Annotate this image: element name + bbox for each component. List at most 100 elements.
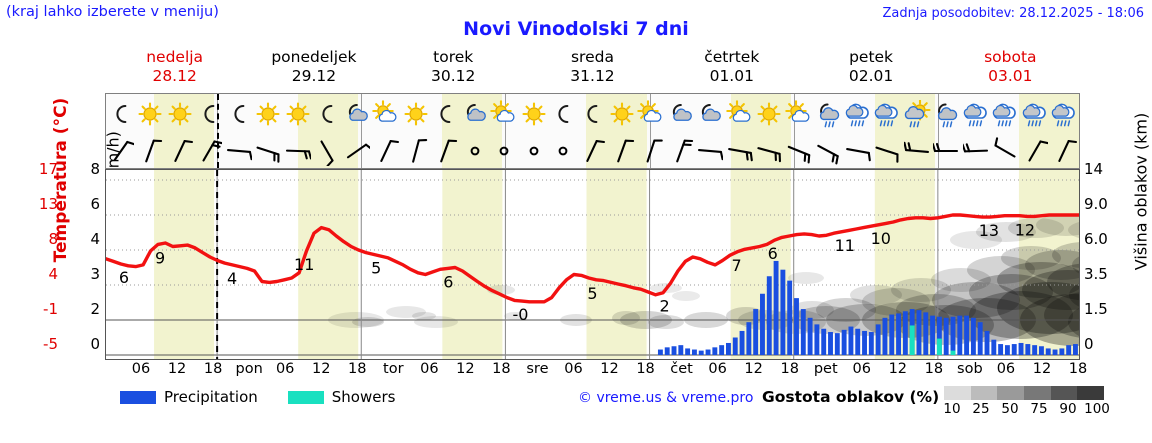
weather-icon-moon [430,96,459,134]
day-header-četrtek: četrtek 01.01 [662,48,801,90]
wind-barb [666,134,695,168]
daylight-band [298,170,359,359]
plot-canvas: 6 9 4 11 5 6 -0 5 2 7 6 11 10 13 12 [106,170,1079,359]
showers-bar [950,350,956,355]
precipitation-bar [671,346,677,355]
precipitation-bar [691,349,697,355]
showers-bar [909,325,915,355]
x-axis-tick: 12 [311,361,331,377]
day-header-sobota: sobota 03.01 [941,48,1080,90]
cloud-height-axis-title: Višina oblakov (km) [1131,112,1151,271]
precipitation-bar [991,339,997,355]
showers-bars [909,325,956,355]
cloud-density-step [997,386,1025,400]
precipitation-bar [902,311,908,355]
precipitation-bar [916,310,922,355]
precipitation-bar [828,332,833,355]
wind-barb [961,134,990,168]
weather-icon-sun [755,96,784,134]
precipitation-bar [780,269,786,355]
precipitation-bar [950,316,956,355]
legend-item-showers: Showers [287,388,395,406]
forecast-plot: 6 9 4 11 5 6 -0 5 2 7 6 11 10 13 12 [105,169,1080,360]
wind-barb [106,134,135,168]
last-update-label: Zadnja posodobitev: 28.12.2025 - 18:06 [882,6,1144,21]
temperature-label: 13 [979,221,999,240]
daylight-band [154,94,215,168]
precipitation-bar [794,298,799,355]
axis-tick: 0 [1084,335,1094,353]
copyright-label: © vreme.us & vreme.pro [578,390,754,406]
weather-icon-sun [607,96,636,134]
precipitation-bar [753,309,759,355]
precipitation-bar [964,315,970,355]
wind-barb [194,134,223,168]
weather-icon-panel [105,93,1080,169]
weather-icon-cloud-rain [1020,96,1049,134]
precipitation-bar [719,345,725,355]
axis-tick: 8 [90,160,100,178]
temperature-labels: 6 9 4 11 5 6 -0 5 2 7 6 11 10 13 12 [119,220,1035,324]
temperature-label: 7 [732,256,742,275]
weather-icon-moon [224,96,253,134]
weather-icon-moon-cloud [460,96,489,134]
precipitation-bar [896,313,902,355]
precipitation-bar [998,344,1004,355]
cloud-density-step [1077,386,1105,400]
weather-icon-cloud-rain [843,96,872,134]
weather-icon-moon [194,96,223,134]
cloud-density-scale [944,386,1105,400]
day-separator [505,94,507,168]
wind-barb [224,134,253,168]
weather-icon-sun [135,96,164,134]
precipitation-bar [787,280,793,355]
x-axis-tick: tor [383,361,404,377]
x-axis-tick: čet [670,361,693,377]
day-name: četrtek [704,48,760,66]
wind-barb [371,134,400,168]
day-separator [937,94,939,168]
wind-barb [607,134,636,168]
daylight-band [586,170,647,359]
precipitation-bar [1011,344,1017,355]
precipitation-bar [732,337,738,355]
precipitation-bar [1052,349,1058,355]
x-axis-tick: 12 [456,361,475,377]
wind-barb [165,134,194,168]
day-header-torek: torek 30.12 [384,48,523,90]
day-name: nedelja [146,48,204,66]
precipitation-bar [1073,344,1078,355]
temperature-line [106,213,1079,304]
weather-icon-sun-cloud [489,96,518,134]
day-header-strip: nedelja 28.12 ponedeljek 29.12 torek 30.12 sre… [105,48,1080,90]
x-axis-tick: 06 [996,361,1016,377]
temperature-label: 6 [119,268,129,287]
precipitation-bar [1045,348,1051,355]
temperature-label: 10 [871,229,891,248]
precipitation-bar [882,317,888,355]
precipitation-bar [807,317,813,355]
precipitation-bar [868,332,874,355]
precip-legend: Precipitation Showers [120,386,417,408]
x-axis-tick: 18 [636,361,655,377]
precipitation-bar [657,349,663,355]
wind-barb [489,134,518,168]
cloud-density-step [1024,386,1051,400]
wind-barb [135,134,164,168]
precipitation-bar [1038,346,1044,355]
temperature-label: 4 [227,269,237,288]
x-axis-tick: 18 [348,361,367,377]
precipitation-bar [848,326,854,355]
weather-icon-cloud-sun-rain [902,96,931,134]
x-axis-tick: 12 [1032,361,1052,377]
day-separator [649,94,651,168]
precipitation-bar [698,350,704,355]
temperature-label: 2 [659,297,669,316]
precipitation-bar [977,322,983,355]
x-axis-tick: 12 [167,361,187,377]
precipitation-bar [834,333,840,355]
weather-icon-cloud-rain [991,96,1020,134]
precipitation-bar [685,348,691,355]
weather-icon-moon-cloud-rain [814,96,843,134]
cloud-density-step [1050,386,1078,400]
